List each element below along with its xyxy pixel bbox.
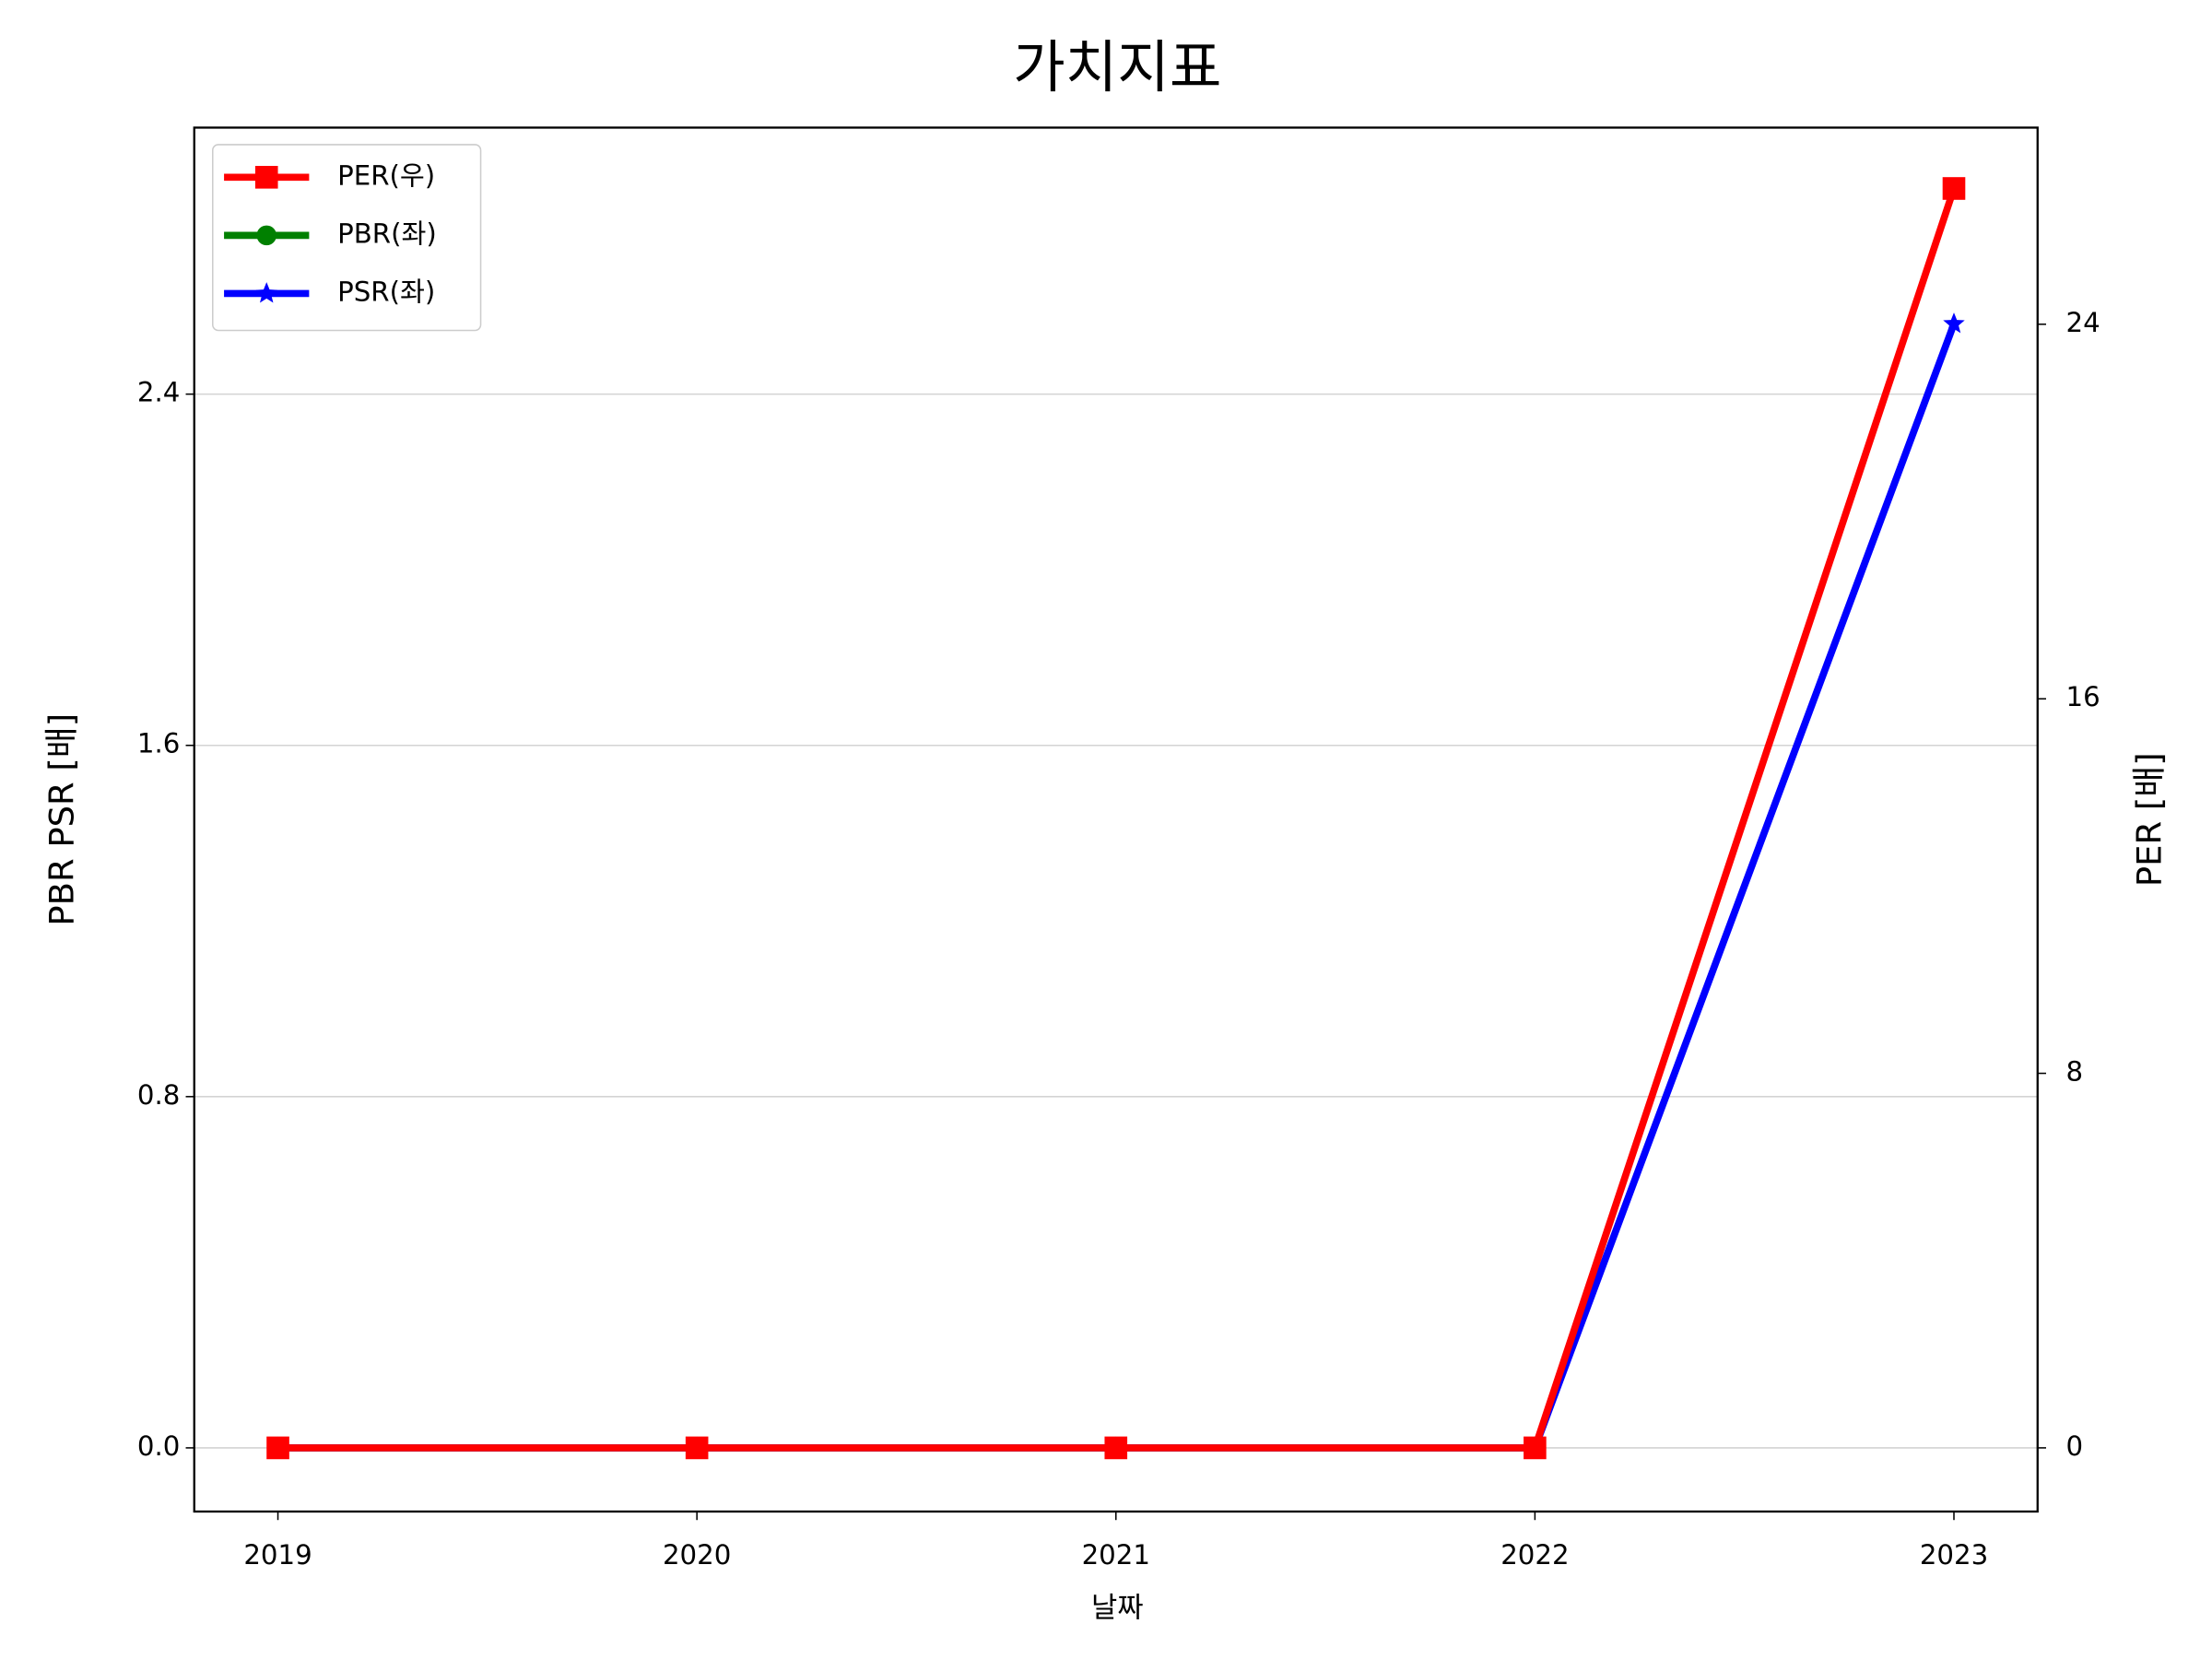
x-tick-label: 2019: [243, 1539, 312, 1571]
y-tick-label: 1.6: [137, 728, 180, 759]
legend-box: [212, 144, 482, 332]
y2-tick-label: 24: [2066, 307, 2100, 338]
y2-tick-label: 0: [2066, 1430, 2084, 1462]
marker: [1942, 177, 1966, 200]
y2-axis-label: PER [배]: [2129, 752, 2169, 887]
plot-frame: [193, 126, 2039, 1513]
y-tick-label: 0.8: [137, 1079, 180, 1111]
chart-title: 가치지표: [1013, 34, 1221, 100]
marker: [254, 166, 278, 189]
y-axis-label: PBR PSR [배]: [42, 713, 82, 926]
marker: [685, 1436, 709, 1460]
x-tick-label: 2023: [1920, 1539, 1988, 1571]
legend-label: PER(우): [337, 159, 435, 191]
marker: [256, 225, 276, 246]
x-tick-label: 2022: [1500, 1539, 1569, 1571]
y-tick-label: 0.0: [137, 1430, 180, 1462]
y2-tick-label: 8: [2066, 1056, 2084, 1088]
marker: [255, 282, 277, 303]
marker: [1524, 1436, 1547, 1460]
x-tick-label: 2021: [1082, 1539, 1150, 1571]
x-tick-label: 2020: [663, 1539, 731, 1571]
marker: [1104, 1436, 1128, 1460]
y2-tick-label: 16: [2066, 681, 2100, 712]
y-tick-label: 2.4: [137, 377, 180, 408]
x-axis-label: 날짜: [1091, 1592, 1144, 1625]
legend-label: PBR(좌): [337, 218, 437, 249]
legend-label: PSR(좌): [337, 276, 435, 307]
marker: [1943, 312, 1965, 334]
marker: [266, 1436, 289, 1460]
